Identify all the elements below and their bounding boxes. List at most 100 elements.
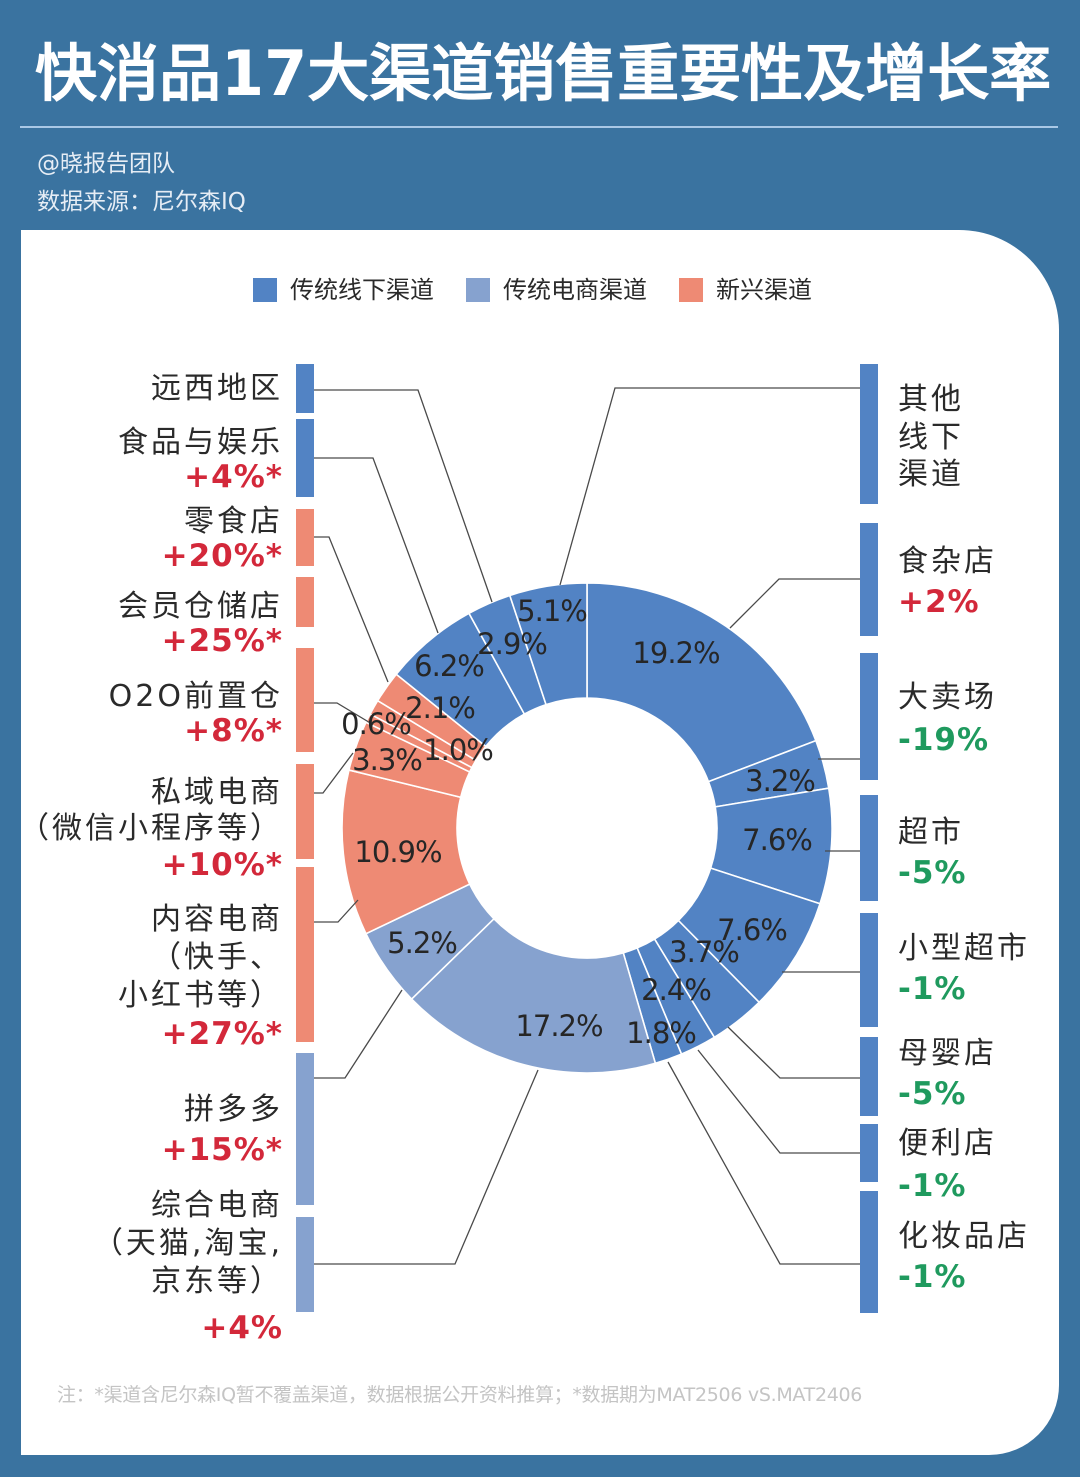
channel-label-pinduoduo: 拼多多 +15%* (162, 1090, 283, 1170)
leader-line-food-entertainment (314, 457, 439, 634)
footnote: 注：*渠道含尼尔森IQ暂不覆盖渠道，数据根据公开资料推算；*数据期为MAT250… (57, 1384, 863, 1406)
bar-baby-store (860, 1037, 878, 1116)
donut-slice (508, 582, 588, 706)
bar-content-ecom (296, 867, 314, 1042)
slice-label: 2.1% (405, 691, 476, 725)
donut-slice (586, 582, 817, 783)
channel-name: 线下 (898, 419, 964, 455)
channel-name: 食杂店 (898, 544, 997, 579)
channel-name: 母婴店 (898, 1036, 997, 1071)
channel-label-membership-warehouse: 会员仓储店 +25%* (118, 590, 283, 659)
legend-swatch-ecommerce (466, 278, 490, 302)
growth-rate: +25%* (161, 623, 283, 659)
slice-label: 3.2% (745, 764, 816, 798)
bar-cosmetics (860, 1191, 878, 1313)
channel-label-other-offline: 其他 线下 渠道 (898, 381, 964, 494)
leader-line-pinduoduo (314, 989, 403, 1079)
channel-name: 综合电商 (151, 1188, 283, 1223)
leader-line-grocery (729, 578, 860, 629)
channel-name-note: （快手、 (151, 940, 283, 975)
growth-rate: -5% (898, 1076, 967, 1112)
channel-label-yuanxi: 远西地区 (151, 371, 283, 407)
bar-snack-store (296, 509, 314, 566)
bar-hypermarket (860, 653, 878, 780)
slice-label: 10.9% (354, 835, 442, 869)
growth-rate: +8%* (184, 713, 283, 749)
channel-label-mini-market: 小型超市 -1% (898, 928, 1030, 1010)
leader-line-private-ecom (314, 752, 354, 794)
growth-rate: -19% (898, 722, 990, 758)
channel-name-note: （天猫,淘宝, (92, 1226, 283, 1261)
channel-name: 大卖场 (898, 680, 997, 715)
channel-name-note: （微信小程序等） (19, 811, 283, 846)
growth-rate: +20%* (161, 538, 283, 574)
channel-label-cosmetics: 化妆品店 -1% (898, 1216, 1030, 1298)
bar-yuanxi (296, 364, 314, 413)
channel-name: 超市 (898, 815, 964, 850)
bar-supermarket (860, 795, 878, 901)
slice-label: 6.2% (414, 649, 485, 683)
slice-label: 2.9% (477, 627, 548, 661)
chart-card (21, 230, 1059, 1455)
channel-name-note: 京东等） (151, 1264, 283, 1299)
channel-label-food-entertainment: 食品与娱乐 +4%* (118, 425, 283, 495)
legend-swatch-emerging (679, 278, 703, 302)
legend-swatch-offline (253, 278, 277, 302)
channel-label-content-ecom: 内容电商 （快手、 小红书等） +27%* (118, 901, 283, 1053)
channel-label-baby-store: 母婴店 -5% (898, 1033, 997, 1115)
growth-rate: -1% (898, 1168, 967, 1204)
title-divider (20, 126, 1058, 128)
donut-slice (410, 917, 657, 1074)
legend-item-emerging: 新兴渠道 (679, 277, 812, 303)
leader-line-general-ecom (314, 1069, 539, 1265)
channel-name: 渠道 (898, 457, 964, 492)
bar-o2o (296, 648, 314, 752)
channel-label-convenience: 便利店 -1% (898, 1123, 997, 1207)
leader-line-other-offline (559, 387, 860, 586)
legend-label: 传统电商渠道 (503, 276, 647, 304)
bar-general-ecom (296, 1217, 314, 1312)
channel-name: 拼多多 (184, 1092, 283, 1127)
slice-label: 7.6% (717, 913, 788, 947)
growth-rate: +4%* (184, 459, 283, 495)
growth-rate: +4% (201, 1310, 283, 1346)
growth-rate: +2% (898, 584, 980, 620)
slice-label: 5.2% (387, 926, 458, 960)
channel-label-private-ecom: 私域电商 （微信小程序等） +10%* (19, 775, 283, 883)
bar-pinduoduo (296, 1053, 314, 1205)
leader-line-content-ecom (314, 899, 359, 923)
channel-name-note: 小红书等） (118, 978, 283, 1013)
leader-line-convenience (697, 1049, 860, 1154)
channel-name: 远西地区 (151, 371, 283, 406)
slice-label: 2.4% (641, 973, 712, 1007)
slice-label: 3.7% (669, 935, 740, 969)
growth-rate: -5% (898, 855, 967, 891)
legend-label: 传统线下渠道 (290, 276, 434, 304)
leader-line-snack-store (314, 536, 389, 683)
channel-name: 小型超市 (898, 931, 1030, 966)
leader-line-cosmetics (667, 1061, 860, 1265)
page-title: 快消品17大渠道销售重要性及增长率 (35, 37, 1052, 110)
growth-rate: -1% (898, 971, 967, 1007)
data-source: 数据来源：尼尔森IQ (37, 189, 246, 215)
bar-convenience (860, 1124, 878, 1182)
bar-food-entertainment (296, 419, 314, 497)
channel-name: 便利店 (898, 1126, 997, 1161)
leader-line-baby-store (727, 1026, 860, 1079)
slice-label: 1.0% (423, 733, 494, 767)
bar-mini-market (860, 913, 878, 1027)
slice-label: 3.3% (352, 743, 423, 777)
legend-item-offline: 传统线下渠道 (253, 277, 434, 303)
bar-grocery (860, 523, 878, 636)
channel-label-hypermarket: 大卖场 -19% (898, 677, 997, 761)
donut-slices (341, 582, 833, 1074)
growth-rate: +15%* (161, 1132, 283, 1168)
channel-label-snack-store: 零食店 +20%* (161, 505, 283, 574)
channel-name: 食品与娱乐 (118, 425, 283, 460)
channel-name: O2O前置仓 (108, 679, 283, 714)
slice-label: 5.1% (517, 594, 588, 628)
channel-name: 其他 (898, 382, 964, 417)
slice-label: 0.6% (341, 707, 412, 741)
channel-label-o2o: O2O前置仓 +8%* (108, 679, 283, 749)
